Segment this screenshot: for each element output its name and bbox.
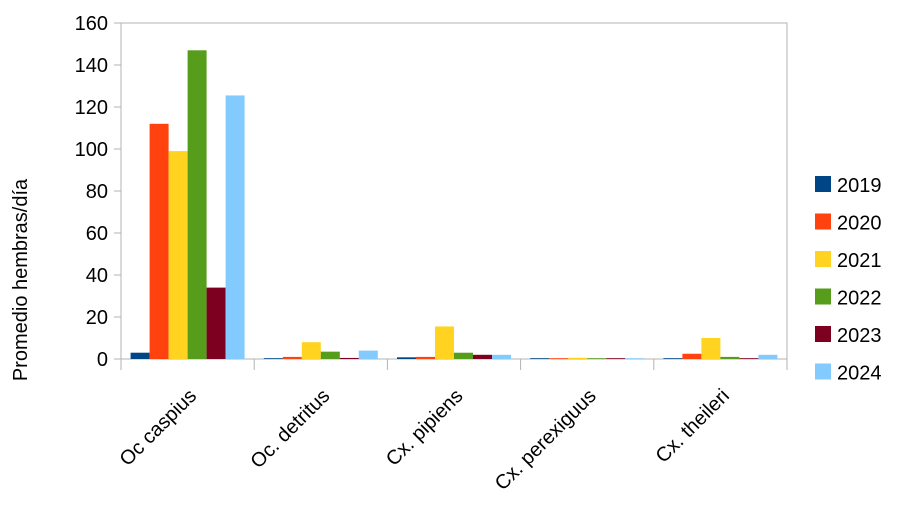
bar-2019-cx-pipiens [397, 357, 416, 359]
bar-2021-cx-theileri [701, 338, 721, 359]
bar-2022-cx-pipiens [454, 352, 473, 359]
bar-2020-cx-perexiguus [549, 358, 569, 359]
x-tick-label: Cx. theileri [652, 385, 734, 467]
x-tick-label: Oc. detritus [246, 385, 334, 473]
y-tick-label: 40 [86, 265, 108, 287]
y-axis-label: Promedio hembras/día [10, 178, 32, 381]
bar-2024-oc-caspius [225, 95, 245, 359]
bars [130, 50, 778, 360]
bar-2024-cx-pipiens [492, 354, 511, 359]
y-tick-label: 140 [75, 55, 108, 77]
legend-label-2019: 2019 [837, 175, 882, 197]
y-tick-label: 160 [75, 13, 108, 35]
bar-2019-cx-perexiguus [530, 358, 550, 359]
bar-2023-cx-perexiguus [606, 358, 626, 359]
legend-swatch-2019 [815, 176, 831, 192]
legend-swatch-2020 [815, 213, 831, 230]
y-tick-label: 20 [86, 307, 108, 329]
legend-swatch-2021 [815, 251, 831, 267]
bar-2022-oc-caspius [187, 50, 207, 360]
y-tick-label: 120 [75, 97, 108, 119]
legend-swatch-2024 [815, 363, 831, 380]
bar-2021-oc-detritus [301, 342, 321, 359]
x-tick-label: Cx. perexiguus [491, 385, 601, 495]
legend-label-2023: 2023 [837, 325, 882, 347]
x-tick-label: Oc caspius [116, 385, 202, 471]
legend-swatch-2022 [815, 288, 831, 305]
bar-2019-cx-theileri [663, 358, 683, 359]
bar-2022-oc-detritus [320, 351, 340, 359]
bar-2020-cx-pipiens [416, 356, 435, 359]
bar-2020-oc-detritus [282, 356, 302, 359]
bar-2024-cx-theileri [758, 354, 778, 359]
bar-2020-cx-theileri [682, 353, 702, 359]
bar-2023-cx-theileri [739, 358, 759, 359]
bar-2023-oc-caspius [206, 287, 226, 359]
bar-2024-oc-detritus [358, 350, 378, 359]
bar-2021-cx-perexiguus [568, 357, 588, 359]
bar-2020-oc-caspius [149, 123, 169, 359]
bar-2024-cx-perexiguus [625, 358, 645, 359]
bar-2022-cx-perexiguus [587, 358, 607, 359]
bar-2023-oc-detritus [339, 357, 359, 359]
bar-2021-cx-pipiens [435, 326, 454, 359]
y-tick-label: 80 [86, 181, 108, 203]
legend-label-2021: 2021 [837, 250, 882, 272]
legend-swatch-2023 [815, 326, 831, 342]
legend-label-2020: 2020 [837, 213, 882, 235]
y-tick-label: 60 [86, 223, 108, 245]
bar-2019-oc-caspius [130, 352, 150, 359]
bar-2019-oc-detritus [263, 358, 283, 359]
legend-label-2022: 2022 [837, 288, 882, 310]
y-tick-label: 0 [97, 349, 108, 371]
y-tick-label: 100 [75, 139, 108, 161]
bar-2022-cx-theileri [720, 356, 740, 359]
legend-label-2024: 2024 [837, 363, 882, 385]
legend: 2019 2020 2021 2022 2023 2024 [815, 175, 882, 385]
bar-2021-oc-caspius [168, 151, 188, 359]
bar-2023-cx-pipiens [473, 354, 492, 359]
x-tick-label: Cx. pipiens [382, 385, 468, 471]
